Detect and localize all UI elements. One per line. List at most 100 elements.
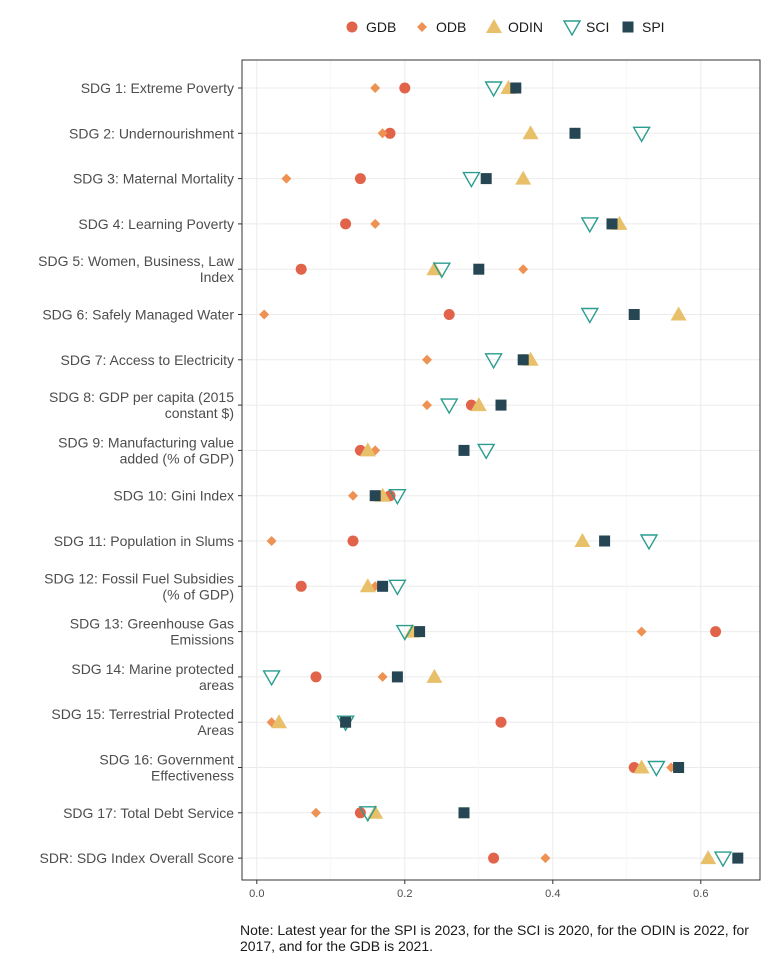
point-spi — [458, 444, 470, 456]
y-tick-label: SDG 2: Undernourishment — [69, 125, 234, 141]
y-tick-label: SDG 11: Population in Slums — [54, 533, 234, 549]
point-spi — [517, 354, 529, 366]
point-sci — [484, 353, 503, 370]
point-odb — [259, 309, 270, 320]
point-sci — [647, 760, 666, 777]
legend-label: GDB — [366, 19, 396, 35]
point-odin — [359, 442, 376, 457]
x-tick-label: 0.6 — [693, 888, 708, 900]
y-tick-label: SDG 7: Access to Electricity — [61, 352, 235, 368]
point-sci — [476, 443, 496, 460]
point-odb — [636, 626, 647, 637]
y-tick-label: SDG 17: Total Debt Service — [63, 805, 234, 821]
y-tick-label: SDG 15: Terrestrial Protected Areas — [51, 706, 234, 738]
point-odin — [470, 397, 487, 412]
point-gdb — [347, 535, 359, 547]
point-spi — [458, 807, 470, 819]
point-odin — [522, 125, 539, 140]
point-gdb — [488, 852, 500, 864]
point-odb — [377, 671, 388, 682]
x-tick-label: 0.4 — [545, 888, 560, 900]
y-tick-label: SDG 13: Greenhouse Gas Emissions — [70, 616, 234, 648]
y-tick-label: SDG 6: Safely Managed Water — [42, 307, 234, 323]
legend-gdb-marker — [346, 21, 358, 33]
point-sci — [580, 307, 600, 324]
point-odin — [426, 668, 443, 683]
series-spi — [340, 82, 744, 864]
point-sci — [713, 851, 733, 868]
point-spi — [732, 852, 744, 864]
x-tick-label: 0.2 — [397, 888, 412, 900]
y-tick-label: SDG 8: GDP per capita (2015 constant $) — [49, 389, 234, 421]
point-sci — [639, 534, 659, 551]
point-spi — [369, 490, 381, 502]
point-odb — [266, 536, 277, 546]
point-odin — [359, 578, 376, 593]
point-spi — [510, 82, 522, 94]
point-gdb — [295, 580, 307, 592]
legend-item-sci: SCI — [562, 19, 609, 37]
y-tick-label: SDG 3: Maternal Mortality — [73, 171, 234, 187]
point-odb — [370, 83, 381, 93]
series-odin — [271, 80, 717, 865]
legend-sci-marker — [562, 20, 582, 37]
point-gdb — [710, 626, 722, 638]
point-sci — [439, 398, 459, 415]
point-spi — [340, 716, 352, 728]
legend: GDB ODB ODIN SCI SPI — [346, 19, 665, 37]
point-spi — [377, 580, 389, 592]
point-gdb — [443, 309, 455, 320]
point-spi — [495, 399, 507, 411]
legend-label: SPI — [642, 19, 665, 35]
point-odb — [348, 490, 358, 501]
chart-note: Note: Latest year for the SPI is 2023, f… — [240, 922, 749, 954]
legend-label: ODB — [436, 19, 466, 35]
point-spi — [473, 263, 485, 275]
legend-item-odin: ODIN — [486, 19, 543, 35]
point-gdb — [310, 671, 322, 683]
y-tick-label: SDG 14: Marine protected areas — [71, 661, 234, 693]
y-axis-labels: SDG 1: Extreme Poverty SDG 2: Undernouris… — [38, 80, 242, 866]
point-gdb — [399, 82, 411, 94]
data-points — [259, 80, 744, 868]
legend-label: ODIN — [508, 19, 543, 35]
point-odin — [633, 759, 650, 774]
point-spi — [414, 626, 426, 638]
point-sci — [358, 806, 378, 823]
legend-item-spi: SPI — [622, 19, 665, 35]
series-odb — [259, 83, 677, 864]
y-tick-label: SDG 4: Learning Poverty — [78, 216, 234, 232]
x-tick-label: 0.0 — [249, 888, 264, 900]
point-sci — [580, 217, 600, 234]
point-sci — [388, 489, 407, 506]
point-spi — [628, 309, 640, 320]
point-odin — [515, 170, 532, 185]
point-odb — [311, 807, 321, 818]
legend-item-gdb: GDB — [346, 19, 396, 35]
y-tick-label: SDG 16: Government Effectiveness — [99, 752, 234, 784]
legend-label: SCI — [586, 19, 609, 35]
point-spi — [569, 127, 581, 139]
point-gdb — [354, 173, 366, 185]
point-spi — [606, 218, 618, 230]
legend-spi-marker — [622, 21, 634, 33]
point-gdb — [495, 716, 507, 728]
x-axis-ticks: 0.0 0.2 0.4 0.6 — [249, 880, 708, 900]
y-tick-label: SDG 1: Extreme Poverty — [81, 80, 234, 96]
series-sci — [262, 81, 733, 868]
point-spi — [391, 671, 403, 683]
point-sci — [388, 579, 407, 596]
point-spi — [599, 535, 611, 547]
point-sci — [484, 81, 503, 98]
point-odb — [540, 853, 551, 864]
point-odin — [271, 714, 287, 729]
point-odb — [281, 173, 292, 184]
point-odb — [370, 218, 381, 229]
legend-item-odb: ODB — [417, 19, 466, 35]
point-sci — [632, 126, 651, 143]
point-odin — [574, 533, 591, 547]
point-odin — [670, 306, 687, 321]
y-tick-label: SDR: SDG Index Overall Score — [39, 850, 234, 866]
point-sci — [462, 171, 481, 189]
